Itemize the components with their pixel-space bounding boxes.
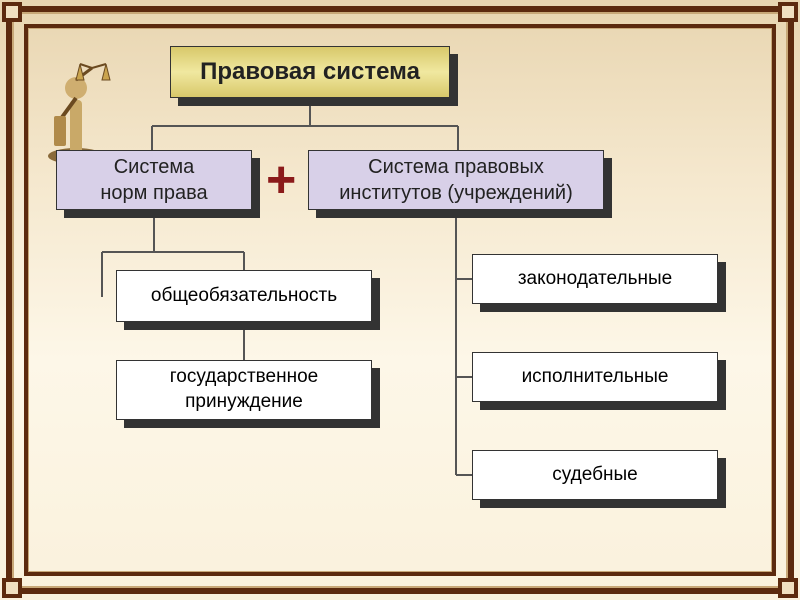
- right-child-box: судебные: [472, 450, 718, 500]
- left-head-text: Система норм права: [100, 154, 207, 206]
- right-child-box: законодательные: [472, 254, 718, 304]
- right-head-box: Система правовых институтов (учреждений): [308, 150, 604, 210]
- left-child-text: общеобязательность: [151, 284, 337, 309]
- title-box: Правовая система: [170, 46, 450, 98]
- frame-corner: [778, 578, 798, 598]
- left-child-box: государственное принуждение: [116, 360, 372, 420]
- frame-corner: [2, 578, 22, 598]
- left-child-text: государственное принуждение: [170, 365, 318, 414]
- title-text: Правовая система: [200, 56, 420, 87]
- frame-corner: [2, 2, 22, 22]
- right-head-text: Система правовых институтов (учреждений): [339, 154, 573, 206]
- plus-symbol: +: [266, 150, 296, 210]
- right-child-text: исполнительные: [522, 365, 669, 390]
- diagram-canvas: Правовая система Система норм права Сист…: [32, 32, 768, 568]
- left-child-box: общеобязательность: [116, 270, 372, 322]
- right-child-text: судебные: [552, 463, 637, 488]
- frame-corner: [778, 2, 798, 22]
- right-child-text: законодательные: [518, 267, 672, 292]
- right-child-box: исполнительные: [472, 352, 718, 402]
- left-head-box: Система норм права: [56, 150, 252, 210]
